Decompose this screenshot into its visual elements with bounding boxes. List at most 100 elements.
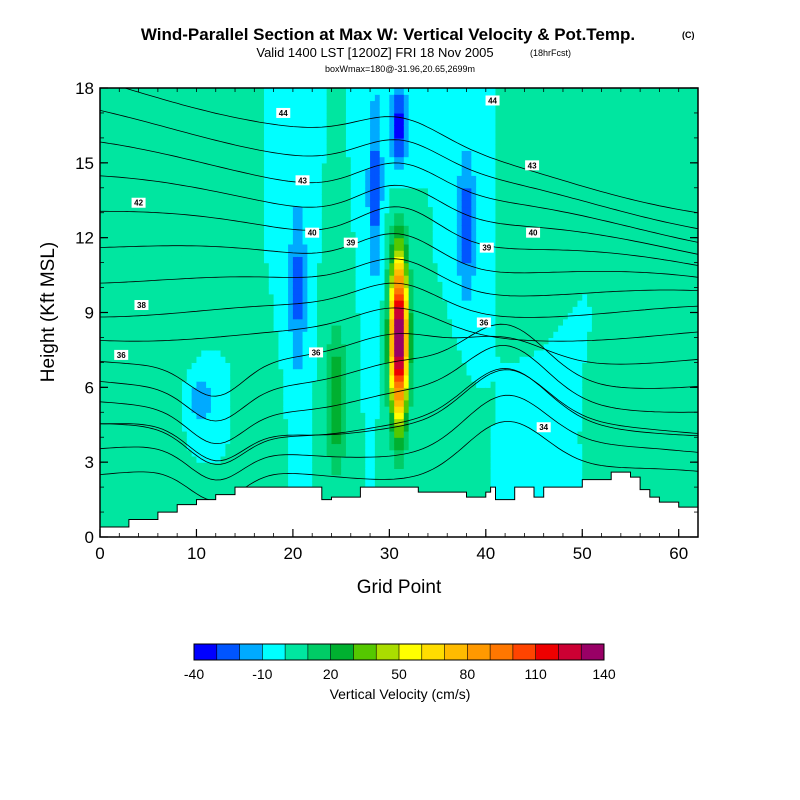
w-cell <box>278 256 284 264</box>
w-cell <box>384 443 390 451</box>
w-cell <box>384 300 390 307</box>
w-cell <box>312 88 318 95</box>
w-cell <box>408 150 415 158</box>
w-cell <box>215 455 222 463</box>
w-cell <box>177 231 183 239</box>
w-cell <box>186 480 193 488</box>
w-cell <box>201 237 207 245</box>
w-cell <box>297 187 304 195</box>
w-cell <box>196 424 202 432</box>
w-cell <box>326 187 333 195</box>
w-cell <box>167 356 173 363</box>
w-cell <box>268 125 275 133</box>
w-cell <box>336 349 342 357</box>
w-cell <box>191 200 198 208</box>
w-cell <box>413 306 419 314</box>
w-cell <box>172 393 178 401</box>
w-cell <box>225 368 231 376</box>
w-cell <box>317 312 323 320</box>
w-cell <box>423 462 429 470</box>
w-cell <box>249 169 255 176</box>
w-cell <box>345 393 352 401</box>
w-cell <box>104 262 111 270</box>
w-cell <box>331 100 337 108</box>
w-cell <box>297 212 304 220</box>
w-cell <box>210 112 217 120</box>
w-cell <box>186 250 193 257</box>
w-cell <box>283 137 289 145</box>
w-cell <box>143 181 149 189</box>
w-cell <box>239 125 246 133</box>
w-cell <box>210 94 217 102</box>
w-cell <box>148 237 154 245</box>
w-cell <box>389 106 395 114</box>
w-cell <box>181 243 188 251</box>
w-cell <box>423 106 429 114</box>
w-cell <box>292 343 299 351</box>
w-cell <box>201 368 207 376</box>
w-cell <box>408 200 415 208</box>
w-cell <box>181 287 188 295</box>
w-cell <box>341 300 347 307</box>
w-cell <box>148 206 154 214</box>
w-cell <box>379 368 386 376</box>
w-cell <box>389 349 395 357</box>
w-cell <box>374 125 381 133</box>
w-cell <box>384 412 390 420</box>
w-cell <box>196 162 202 170</box>
w-cell <box>399 462 405 470</box>
w-cell <box>427 443 434 451</box>
w-cell <box>278 300 284 307</box>
w-cell <box>278 94 284 102</box>
w-cell <box>379 300 386 307</box>
w-cell <box>288 331 294 339</box>
w-cell <box>345 268 352 276</box>
w-cell <box>191 268 198 276</box>
w-cell <box>341 256 347 264</box>
w-cell <box>355 356 362 363</box>
w-cell <box>273 462 280 470</box>
w-cell <box>389 381 395 388</box>
w-cell <box>133 137 140 145</box>
w-cell <box>196 480 202 488</box>
w-cell <box>133 356 140 363</box>
w-cell <box>114 125 120 133</box>
w-cell <box>201 194 207 201</box>
w-cell <box>341 387 347 395</box>
w-cell <box>225 480 231 488</box>
w-cell <box>321 337 328 345</box>
w-cell <box>288 406 294 413</box>
w-cell <box>215 487 222 494</box>
w-cell <box>341 225 347 233</box>
w-cell <box>312 250 318 257</box>
w-cell <box>297 331 304 339</box>
w-cell <box>114 175 120 183</box>
w-cell <box>114 318 120 326</box>
w-cell <box>288 262 294 270</box>
w-cell <box>374 268 381 276</box>
w-cell <box>379 144 386 151</box>
w-cell <box>423 275 429 282</box>
w-cell <box>167 387 173 395</box>
w-cell <box>124 430 130 438</box>
w-cell <box>273 368 280 376</box>
w-cell <box>244 268 251 276</box>
w-cell <box>399 187 405 195</box>
w-cell <box>292 131 299 139</box>
w-cell <box>162 100 169 108</box>
w-cell <box>283 381 289 388</box>
w-cell <box>341 381 347 388</box>
w-cell <box>418 106 424 114</box>
w-cell <box>263 131 270 139</box>
w-cell <box>418 144 424 151</box>
w-cell <box>268 462 275 470</box>
w-cell <box>225 106 231 114</box>
w-cell <box>283 218 289 226</box>
w-cell <box>341 137 347 145</box>
w-cell <box>336 137 342 145</box>
w-cell <box>133 243 140 251</box>
w-cell <box>114 424 120 432</box>
w-cell <box>254 393 260 401</box>
w-cell <box>302 393 308 401</box>
w-cell <box>321 94 328 102</box>
